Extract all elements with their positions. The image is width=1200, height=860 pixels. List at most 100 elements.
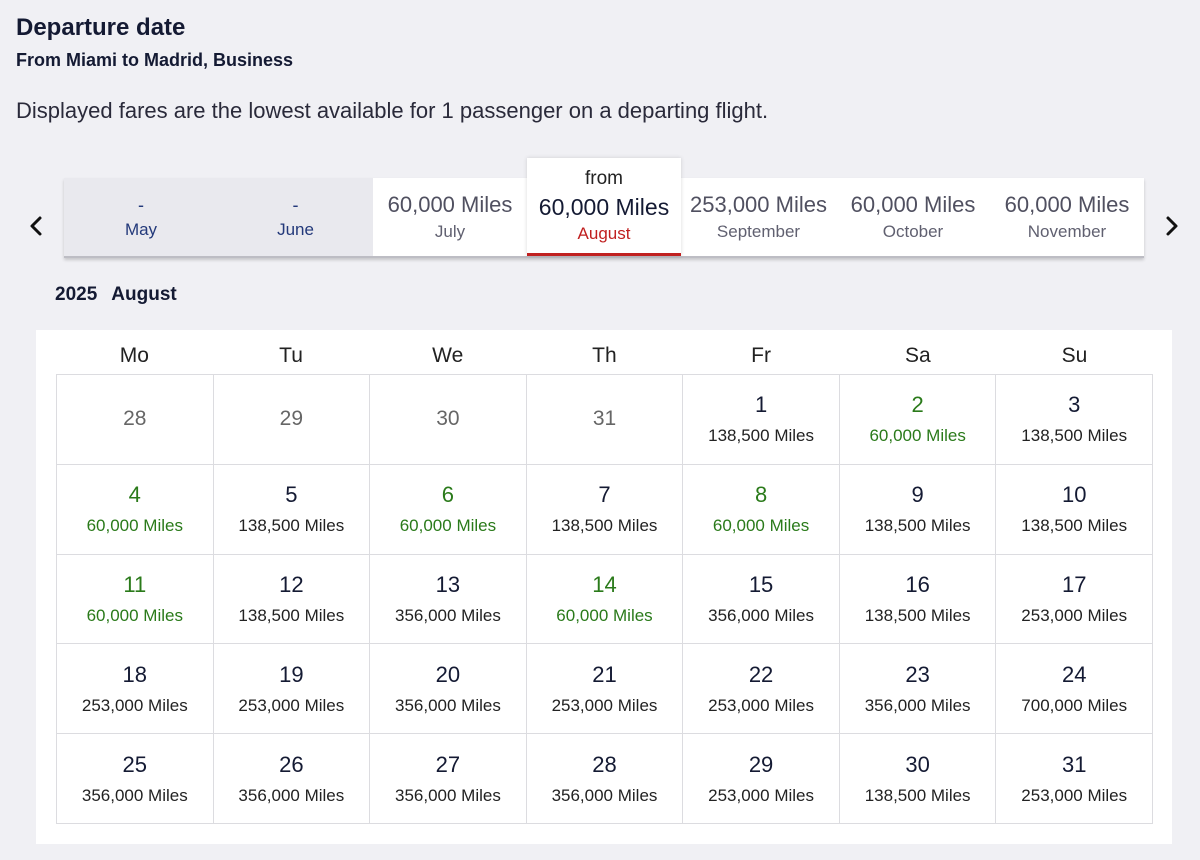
day-cell[interactable]: 31 253,000 Miles: [996, 734, 1153, 824]
day-fare: 138,500 Miles: [864, 605, 971, 625]
day-cell[interactable]: 9 138,500 Miles: [839, 464, 997, 555]
day-cell[interactable]: 30 138,500 Miles: [839, 734, 997, 824]
day-cell[interactable]: 5 138,500 Miles: [213, 464, 371, 555]
day-number: 6: [441, 482, 455, 508]
day-cell[interactable]: 7 138,500 Miles: [526, 464, 684, 555]
month-price: 60,000 Miles: [538, 193, 670, 220]
day-number: 5: [285, 482, 298, 508]
month-price: 60,000 Miles: [387, 192, 513, 217]
day-fare: 356,000 Miles: [395, 785, 501, 805]
day-number: 12: [279, 571, 304, 597]
day-fare: 138,500 Miles: [1021, 426, 1128, 446]
day-cell[interactable]: 12 138,500 Miles: [213, 554, 371, 645]
day-number: 16: [905, 571, 930, 597]
month-tab-october[interactable]: 60,000 Miles October: [836, 178, 990, 256]
prev-month-button[interactable]: [24, 208, 48, 244]
day-number: 20: [435, 661, 461, 687]
weekday-label: Sa: [904, 344, 931, 367]
day-cell[interactable]: 2 60,000 Miles: [839, 375, 997, 465]
month-price: -: [138, 195, 144, 215]
day-fare: 356,000 Miles: [81, 785, 188, 805]
month-tab-july[interactable]: 60,000 Miles July: [373, 178, 527, 256]
day-grid: 28 29 30 31 1 138,500 Miles 2 60,000 Miles 3 138,…: [56, 374, 1153, 824]
day-fare: 253,000 Miles: [81, 695, 188, 715]
day-number: 4: [128, 482, 141, 508]
day-fare: 138,500 Miles: [238, 516, 345, 536]
page-title: Departure date: [16, 14, 186, 41]
fare-calendar: Mo Tu We Th Fr Sa Su 28 29 30 31 1 138,500 Mi…: [36, 330, 1172, 844]
day-fare: 138,500 Miles: [864, 516, 971, 536]
day-number: 10: [1061, 482, 1087, 508]
day-cell[interactable]: 24 700,000 Miles: [996, 644, 1153, 735]
day-number: 30: [905, 751, 930, 777]
day-number: 24: [1061, 661, 1087, 687]
day-number: 2: [911, 392, 924, 418]
day-cell[interactable]: 26 356,000 Miles: [213, 734, 371, 824]
day-cell[interactable]: 8 60,000 Miles: [683, 464, 840, 555]
day-cell[interactable]: 6 60,000 Miles: [370, 464, 527, 555]
day-fare: 253,000 Miles: [1021, 785, 1128, 805]
day-cell[interactable]: 25 356,000 Miles: [57, 734, 214, 824]
day-fare: 253,000 Miles: [238, 695, 345, 715]
day-cell[interactable]: 16 138,500 Miles: [839, 554, 997, 645]
month-tab-september[interactable]: 253,000 Miles September: [681, 178, 836, 256]
day-fare: 60,000 Miles: [399, 516, 497, 536]
day-number: 28: [592, 751, 617, 777]
day-number: 7: [598, 482, 611, 508]
month-name: September: [716, 222, 801, 241]
day-fare: 356,000 Miles: [395, 695, 501, 715]
day-cell[interactable]: 18 253,000 Miles: [57, 644, 214, 735]
day-number: 29: [748, 751, 774, 777]
month-name: July: [434, 222, 466, 241]
day-fare: 60,000 Miles: [556, 605, 653, 625]
next-month-button[interactable]: [1160, 208, 1184, 244]
month-tab-may[interactable]: - May: [64, 178, 218, 256]
day-cell[interactable]: 20 356,000 Miles: [370, 644, 527, 735]
day-number: 9: [911, 482, 924, 508]
day-fare: 356,000 Miles: [395, 605, 501, 625]
day-cell[interactable]: 11 60,000 Miles: [57, 554, 214, 645]
day-cell[interactable]: 1 138,500 Miles: [683, 375, 840, 465]
day-fare: 356,000 Miles: [864, 695, 971, 715]
day-number: 31: [592, 407, 617, 431]
day-number: 26: [279, 751, 304, 777]
day-cell[interactable]: 3 138,500 Miles: [996, 375, 1153, 465]
weekday-label: Tu: [279, 344, 303, 367]
day-cell[interactable]: 10 138,500 Miles: [996, 464, 1153, 555]
weekday-label: Mo: [119, 344, 149, 367]
day-cell[interactable]: 13 356,000 Miles: [370, 554, 527, 645]
month-tab-november[interactable]: 60,000 Miles November: [990, 178, 1144, 256]
day-cell[interactable]: 4 60,000 Miles: [57, 464, 214, 555]
day-number: 31: [1061, 751, 1087, 777]
month-name: November: [1027, 222, 1107, 241]
route-subtitle: From Miami to Madrid, Business: [16, 50, 294, 70]
weekday-header: Mo Tu We Th Fr Sa Su: [56, 344, 1153, 374]
weekday-label: Th: [592, 344, 617, 367]
day-number: 27: [435, 751, 461, 777]
weekday-label: We: [432, 344, 464, 367]
day-cell[interactable]: 22 253,000 Miles: [683, 644, 840, 735]
day-cell[interactable]: 27 356,000 Miles: [370, 734, 527, 824]
day-fare: 138,500 Miles: [864, 785, 971, 805]
day-cell[interactable]: 21 253,000 Miles: [526, 644, 684, 735]
day-cell-outside-month: 29: [213, 375, 371, 465]
month-tab-june[interactable]: - June: [218, 178, 373, 256]
day-number: 3: [1068, 392, 1081, 418]
day-number: 8: [754, 482, 768, 508]
day-fare: 60,000 Miles: [86, 516, 183, 536]
day-cell[interactable]: 28 356,000 Miles: [526, 734, 684, 824]
weekday-label: Su: [1061, 344, 1088, 367]
day-cell[interactable]: 19 253,000 Miles: [213, 644, 371, 735]
day-fare: 138,500 Miles: [708, 426, 814, 446]
day-cell[interactable]: 15 356,000 Miles: [683, 554, 840, 645]
day-number: 22: [748, 661, 774, 687]
day-cell[interactable]: 14 60,000 Miles: [526, 554, 684, 645]
day-cell[interactable]: 17 253,000 Miles: [996, 554, 1153, 645]
day-cell[interactable]: 29 253,000 Miles: [683, 734, 840, 824]
day-cell[interactable]: 23 356,000 Miles: [839, 644, 997, 735]
month-tab-august[interactable]: from 60,000 Miles August: [527, 158, 681, 256]
day-cell-outside-month: 30: [370, 375, 527, 465]
day-fare: 60,000 Miles: [869, 426, 966, 446]
fare-notice: Displayed fares are the lowest available…: [16, 98, 769, 123]
